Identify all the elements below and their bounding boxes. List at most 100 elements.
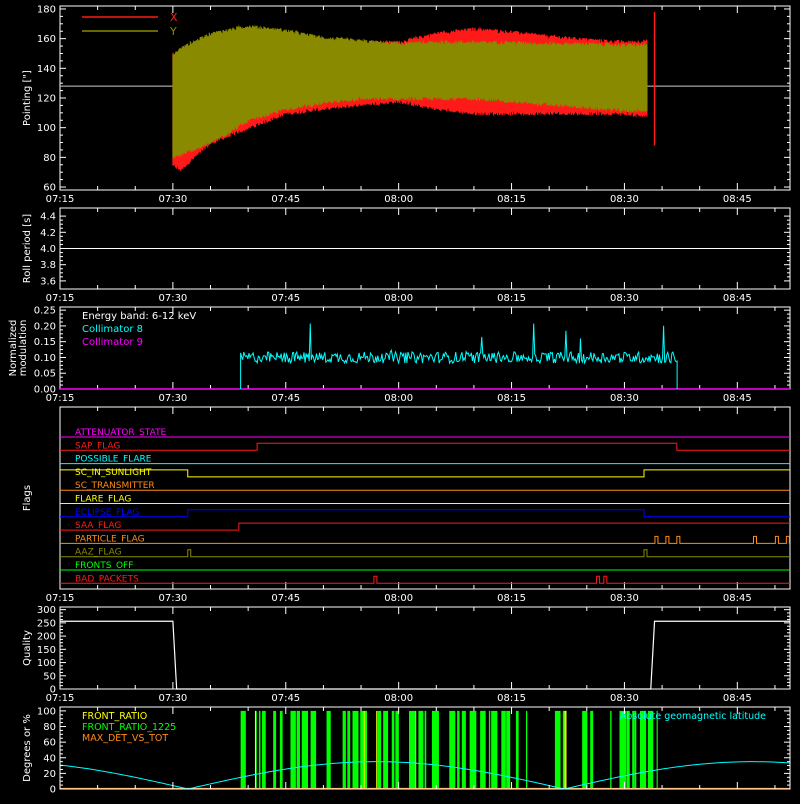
latitude-ylabel: Degrees or %: [22, 714, 33, 782]
quality-xtick-label: 07:30: [158, 693, 187, 704]
latitude-bar: [656, 710, 658, 789]
pointing-ytick-label: 160: [37, 34, 56, 45]
flags-xtick-label: 07:45: [271, 593, 300, 604]
pointing-ytick-label: 80: [43, 153, 56, 164]
latitude-frame: [59, 706, 791, 790]
quality-ytick-label: 100: [37, 658, 56, 669]
roll-ytick-label: 3.6: [40, 276, 56, 287]
roll-xtick-label: 08:30: [610, 293, 639, 304]
quality-frame: [59, 606, 791, 690]
modulation-panel: 07:15 07:30 07:45 08:00 08:15 08:30 08:45 0.00 0…: [34, 306, 791, 404]
latitude-bar: [347, 710, 351, 789]
quality-xtick-label: 07:45: [271, 693, 300, 704]
roll-ylabel-text: Roll period [s]: [22, 214, 33, 283]
flag-trace: [60, 535, 790, 544]
flag-row-possible-flare: POSSIBLE_FLARE: [60, 455, 790, 465]
flags-xtick-label: 08:30: [610, 593, 639, 604]
flag-label: PARTICLE_FLAG: [75, 534, 145, 544]
modulation-xtick-label: 08:30: [610, 393, 639, 404]
modulation-ylabel-line: Normalized: [8, 320, 19, 377]
pointing-legend-label: Y: [169, 25, 177, 38]
roll-ytick-label: 4.2: [40, 228, 56, 239]
flag-trace: [60, 509, 790, 518]
roll-xtick-label: 07:30: [158, 293, 187, 304]
latitude-legend-label: MAX_DET_VS_TOT: [82, 733, 168, 744]
flag-label: POSSIBLE_FLARE: [75, 455, 152, 465]
quality-series-line: [60, 620, 790, 690]
latitude-ytick-label: 20: [43, 769, 56, 780]
flag-row-bad-packets: BAD_PACKETS: [60, 574, 790, 584]
latitude-ytick-label: 80: [43, 722, 56, 733]
flag-label: SAP_FLAG: [75, 441, 120, 451]
modulation-ytick-label: 0.20: [34, 321, 56, 332]
latitude-legend-label: FRONT_RATIO: [82, 711, 147, 722]
roll-xtick-label: 07:45: [271, 293, 300, 304]
latitude-series-front-ratio-1225: [240, 710, 658, 789]
latitude-bar: [491, 710, 498, 789]
modulation-legend-collimator-9: Collimator 9: [82, 337, 143, 348]
modulation-ytick-label: 0.15: [34, 337, 56, 348]
modulation-xtick-label: 07:15: [46, 393, 75, 404]
flag-trace: [60, 575, 790, 584]
flag-trace: [60, 442, 790, 451]
roll-ytick-label: 3.8: [40, 260, 56, 271]
roll-ytick-label: 4.0: [40, 244, 56, 255]
modulation-xtick-label: 08:45: [723, 393, 752, 404]
roll-xtick-label: 08:45: [723, 293, 752, 304]
pointing-ytick-label: 180: [37, 4, 56, 15]
flags-xtick-label: 07:15: [46, 593, 75, 604]
pointing-xtick-label: 07:30: [158, 194, 187, 205]
modulation-xtick-label: 08:00: [384, 393, 413, 404]
latitude-bar: [626, 710, 630, 789]
flags-xtick-label: 07:30: [158, 593, 187, 604]
roll-xtick-label: 08:15: [497, 293, 526, 304]
quality-ytick-label: 200: [37, 632, 56, 643]
latitude-bar: [418, 710, 424, 789]
modulation-xtick-label: 07:30: [158, 393, 187, 404]
latitude-bar: [506, 710, 511, 789]
latitude-bar: [431, 710, 439, 789]
latitude-bar: [262, 710, 266, 789]
quality-ytick-label: 300: [37, 605, 56, 616]
latitude-bar: [461, 710, 466, 789]
flags-ylabel-text: Flags: [22, 485, 33, 511]
latitude-bar: [273, 710, 277, 789]
latitude-ytick-label: 0: [50, 785, 56, 796]
flags-xtick-label: 08:00: [384, 593, 413, 604]
flag-label: ECLIPSE_FLAG: [75, 508, 139, 518]
flag-row-saa-flag: SAA_FLAG: [60, 521, 790, 531]
flag-row-sc-in-sunlight: SC_IN_SUNLIGHT: [60, 468, 790, 478]
quality-ytick-label: 250: [37, 618, 56, 629]
pointing-xtick-label: 07:45: [271, 194, 300, 205]
flags-xtick-label: 08:15: [497, 593, 526, 604]
flag-label: FLARE_FLAG: [75, 495, 131, 505]
modulation-legend-collimator-8: Collimator 8: [82, 324, 143, 335]
flag-trace: [60, 522, 790, 531]
latitude-bar: [610, 710, 612, 789]
latitude-bar: [619, 710, 626, 789]
quality-xtick-label: 08:45: [723, 693, 752, 704]
latitude-bar: [562, 710, 567, 789]
flag-trace: [60, 549, 790, 558]
roll-ytick-label: 4.4: [40, 212, 56, 223]
latitude-bar: [383, 710, 389, 789]
modulation-ytick-label: 0.25: [34, 306, 56, 317]
flag-label: SAA_FLAG: [75, 521, 121, 531]
modulation-annotation: Energy band: 6-12 keV: [82, 311, 196, 322]
latitude-bar: [352, 710, 359, 789]
flag-row-sc-transmitter: SC_TRANSMITTER: [60, 481, 790, 491]
latitude-bar: [582, 710, 588, 789]
latitude-bar: [310, 710, 317, 789]
latitude-ytick-label: 100: [37, 706, 56, 717]
roll-xtick-label: 07:15: [46, 293, 75, 304]
pointing-ytick-label: 140: [37, 64, 56, 75]
quality-panel: 07:15 07:30 07:45 08:00 08:15 08:30 08:45 0 50 10…: [37, 605, 791, 704]
latitude-series-geomagnetic: [59, 761, 791, 790]
roll-ylabel: Roll period [s]: [22, 214, 33, 283]
flag-row-sap-flag: SAP_FLAG: [60, 441, 790, 451]
pointing-series-y: [172, 24, 648, 160]
latitude-bar: [449, 710, 456, 789]
latitude-legend-geomagnetic: Absolute geomagnetic latitude: [620, 711, 766, 722]
